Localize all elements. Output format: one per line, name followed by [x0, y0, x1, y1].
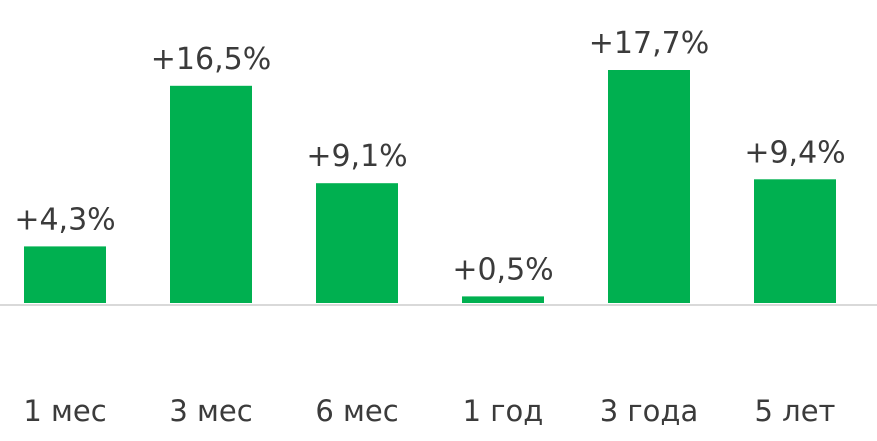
x-tick-label-0: 1 мес: [23, 394, 106, 428]
x-tick-label-4: 3 года: [600, 394, 698, 428]
data-label-2: +9,1%: [306, 139, 407, 174]
x-tick-label-5: 5 лет: [755, 394, 836, 428]
x-tick-label-1: 3 мес: [169, 394, 252, 428]
data-label-3: +0,5%: [452, 252, 553, 287]
data-label-0: +4,3%: [14, 202, 115, 237]
x-tick-label-2: 6 мес: [315, 394, 398, 428]
bars-group: [24, 70, 836, 303]
bar-2: [316, 183, 398, 303]
data-labels-group: +4,3% +16,5% +9,1% +0,5% +17,7% +9,4%: [14, 26, 845, 287]
data-label-1: +16,5%: [151, 42, 271, 77]
x-tick-labels-group: 1 мес 3 мес 6 мес 1 год 3 года 5 лет: [23, 394, 835, 428]
bar-3: [462, 296, 544, 303]
data-label-5: +9,4%: [744, 135, 845, 170]
bar-5: [754, 179, 836, 303]
x-tick-label-3: 1 год: [463, 394, 544, 428]
bar-0: [24, 246, 106, 303]
data-label-4: +17,7%: [589, 26, 709, 61]
bar-4: [608, 70, 690, 303]
bar-1: [170, 85, 252, 303]
